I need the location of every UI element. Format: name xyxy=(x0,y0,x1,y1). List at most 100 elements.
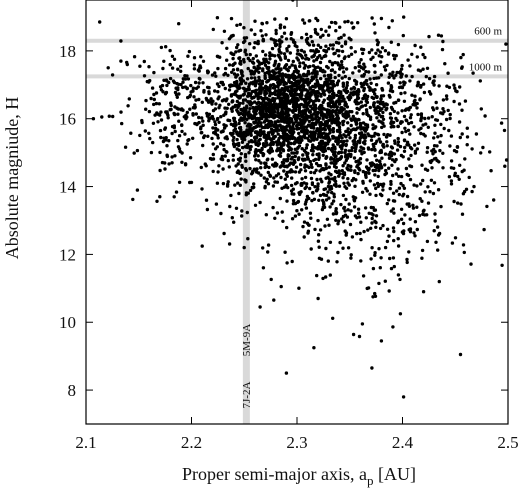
data-point xyxy=(465,135,470,139)
data-point xyxy=(232,72,237,76)
data-point xyxy=(359,81,363,86)
data-point xyxy=(347,130,351,135)
data-point xyxy=(328,273,332,277)
data-point xyxy=(338,133,343,138)
data-point xyxy=(419,45,423,49)
data-point xyxy=(372,144,376,149)
data-point xyxy=(264,90,268,94)
data-point xyxy=(279,58,283,62)
data-point xyxy=(271,110,275,114)
data-point xyxy=(252,109,256,114)
data-point xyxy=(430,166,434,170)
data-point xyxy=(364,170,368,175)
data-point xyxy=(296,145,300,150)
data-point xyxy=(176,138,180,143)
data-point xyxy=(318,169,322,173)
data-point xyxy=(327,108,331,113)
data-point xyxy=(343,89,348,93)
data-point xyxy=(318,86,322,91)
data-point xyxy=(273,54,277,58)
data-point xyxy=(361,112,365,116)
data-point xyxy=(323,224,327,228)
data-point xyxy=(274,126,278,131)
data-point xyxy=(353,146,357,150)
data-point xyxy=(239,177,243,181)
data-point xyxy=(241,101,245,105)
data-point xyxy=(349,87,353,91)
data-point xyxy=(238,183,242,187)
data-point xyxy=(413,220,418,224)
data-point xyxy=(280,35,284,39)
data-point xyxy=(271,184,276,188)
data-point xyxy=(397,174,401,178)
data-point xyxy=(382,145,386,149)
data-point xyxy=(385,140,389,144)
data-point xyxy=(300,157,305,161)
data-point xyxy=(377,168,381,173)
data-point xyxy=(315,70,319,74)
data-point xyxy=(227,63,232,67)
data-point xyxy=(316,43,320,47)
data-point xyxy=(282,80,287,85)
data-point xyxy=(352,86,357,91)
data-point xyxy=(349,46,353,50)
data-point xyxy=(361,147,366,151)
data-point xyxy=(408,116,413,120)
data-point xyxy=(343,148,348,152)
data-point xyxy=(266,170,270,175)
data-point xyxy=(479,151,483,155)
data-point xyxy=(308,87,313,91)
data-point xyxy=(442,126,446,131)
x-tick-label: 2.1 xyxy=(75,433,96,452)
data-point xyxy=(272,99,277,103)
data-point xyxy=(371,213,375,217)
data-point xyxy=(396,140,401,144)
data-point xyxy=(174,190,179,194)
data-point xyxy=(337,73,341,78)
data-point xyxy=(257,78,262,82)
data-point xyxy=(363,122,368,127)
x-axis-title-unit: [AU] xyxy=(373,464,416,484)
data-point xyxy=(343,161,347,165)
data-point xyxy=(337,150,341,155)
data-point xyxy=(214,202,219,206)
data-point xyxy=(308,19,312,23)
data-point xyxy=(151,121,156,126)
data-point xyxy=(349,123,353,128)
data-point xyxy=(198,65,203,70)
data-point xyxy=(238,59,243,63)
data-point xyxy=(373,148,377,152)
data-point xyxy=(167,139,171,143)
data-point xyxy=(292,141,297,145)
data-point xyxy=(392,152,397,156)
data-point xyxy=(249,133,253,137)
data-point xyxy=(287,141,291,145)
data-point xyxy=(330,88,334,93)
data-point xyxy=(263,184,267,189)
data-point xyxy=(322,74,327,78)
data-point xyxy=(265,177,269,181)
data-point xyxy=(260,96,264,101)
data-point xyxy=(478,79,482,83)
data-point xyxy=(353,136,357,140)
data-point xyxy=(398,312,403,316)
data-point xyxy=(301,61,306,65)
data-point xyxy=(367,85,371,89)
data-point xyxy=(204,198,209,202)
data-point xyxy=(321,276,325,281)
data-point xyxy=(401,221,406,226)
data-point xyxy=(368,192,372,196)
data-point xyxy=(415,227,419,232)
data-point xyxy=(359,126,363,130)
data-point xyxy=(366,228,370,232)
data-point xyxy=(231,153,235,158)
data-point xyxy=(378,162,383,167)
data-point xyxy=(223,154,227,158)
data-point xyxy=(250,169,255,174)
data-point xyxy=(322,202,326,206)
data-point xyxy=(436,248,440,252)
data-point xyxy=(245,124,250,128)
data-point xyxy=(152,102,156,107)
data-point xyxy=(413,98,417,103)
data-point xyxy=(270,46,275,51)
